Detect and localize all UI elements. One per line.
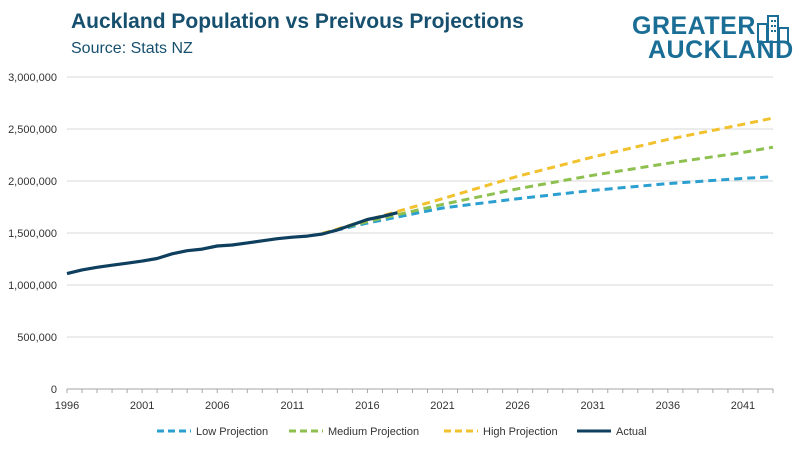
y-tick-label: 2,500,000 <box>8 124 57 136</box>
y-tick-label: 1,000,000 <box>8 280 57 292</box>
y-tick-label: 2,000,000 <box>8 176 57 188</box>
y-tick-label: 3,000,000 <box>8 72 57 84</box>
gridlines <box>67 76 773 338</box>
x-tick-label: 2016 <box>355 400 379 412</box>
axes: 0 500,000 1,000,000 1,500,000 2,000,000 2,500… <box>8 72 774 412</box>
series-line-medium-projection <box>322 145 774 235</box>
chart-subtitle: Source: Stats NZ <box>71 40 193 57</box>
x-tick-label: 2011 <box>280 400 304 412</box>
x-tick-label: 1996 <box>55 400 79 412</box>
y-tick-label: 500,000 <box>17 332 57 344</box>
x-tick-label: 2001 <box>130 400 154 412</box>
buildings-icon <box>757 15 789 43</box>
chart-title: Auckland Population vs Preivous Projecti… <box>71 10 524 33</box>
y-tick-label: 0 <box>51 384 57 396</box>
legend-label: Actual <box>616 426 647 438</box>
y-tick-label: 1,500,000 <box>8 228 57 240</box>
x-tick-label: 2036 <box>656 400 680 412</box>
x-tick-label: 2031 <box>581 400 605 412</box>
x-tick-label: 2006 <box>205 400 229 412</box>
legend-label: Medium Projection <box>328 426 419 438</box>
legend: Low Projection Medium Projection High Proj… <box>157 426 647 438</box>
series-line-actual <box>66 211 398 276</box>
logo-line-1: GREATER <box>632 12 756 40</box>
x-tick-label: 2026 <box>505 400 529 412</box>
series-lines <box>66 116 774 276</box>
x-tick-label: 2021 <box>430 400 454 412</box>
series-line-low-projection <box>322 175 774 235</box>
greater-auckland-logo: GREATER AUCKLAND <box>632 12 793 64</box>
legend-label: Low Projection <box>196 426 268 438</box>
legend-label: High Projection <box>483 426 558 438</box>
x-tick-label: 2041 <box>731 400 755 412</box>
